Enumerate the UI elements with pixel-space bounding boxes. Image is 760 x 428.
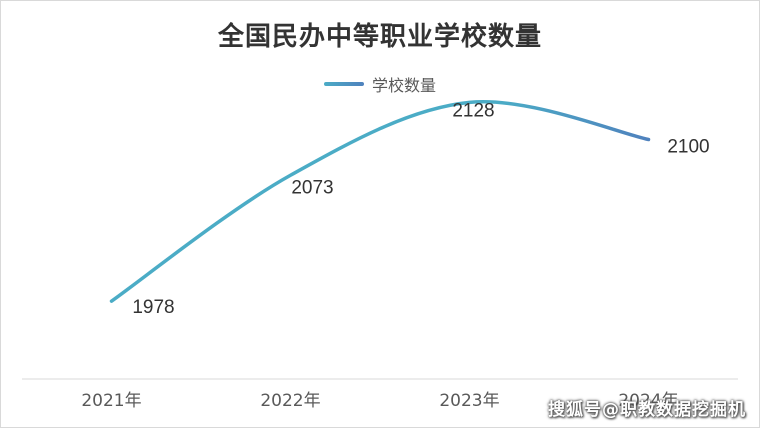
chart-title: 全国民办中等职业学校数量 [217, 22, 542, 52]
chart-legend: 学校数量 [0, 72, 760, 96]
x-tick-label: 2022年 [260, 391, 320, 411]
data-label: 2128 [452, 100, 494, 121]
x-tick-label: 2024年 [618, 391, 678, 411]
data-label: 2073 [291, 177, 333, 198]
legend-line-swatch [323, 82, 364, 86]
data-label: 2100 [667, 137, 709, 158]
x-tick-labels: 2021年 2022年 2023年 2024年 [81, 391, 678, 411]
watermark-text: 搜狐号@职教数据挖掘机 [548, 400, 746, 420]
data-labels: 1978 2073 2128 2100 [132, 100, 709, 318]
data-label: 1978 [132, 297, 174, 318]
x-tick-label: 2023年 [439, 391, 499, 411]
legend-series-label: 学校数量 [371, 76, 436, 95]
x-tick-label: 2021年 [81, 391, 141, 411]
series-line-school-count [109, 100, 651, 303]
